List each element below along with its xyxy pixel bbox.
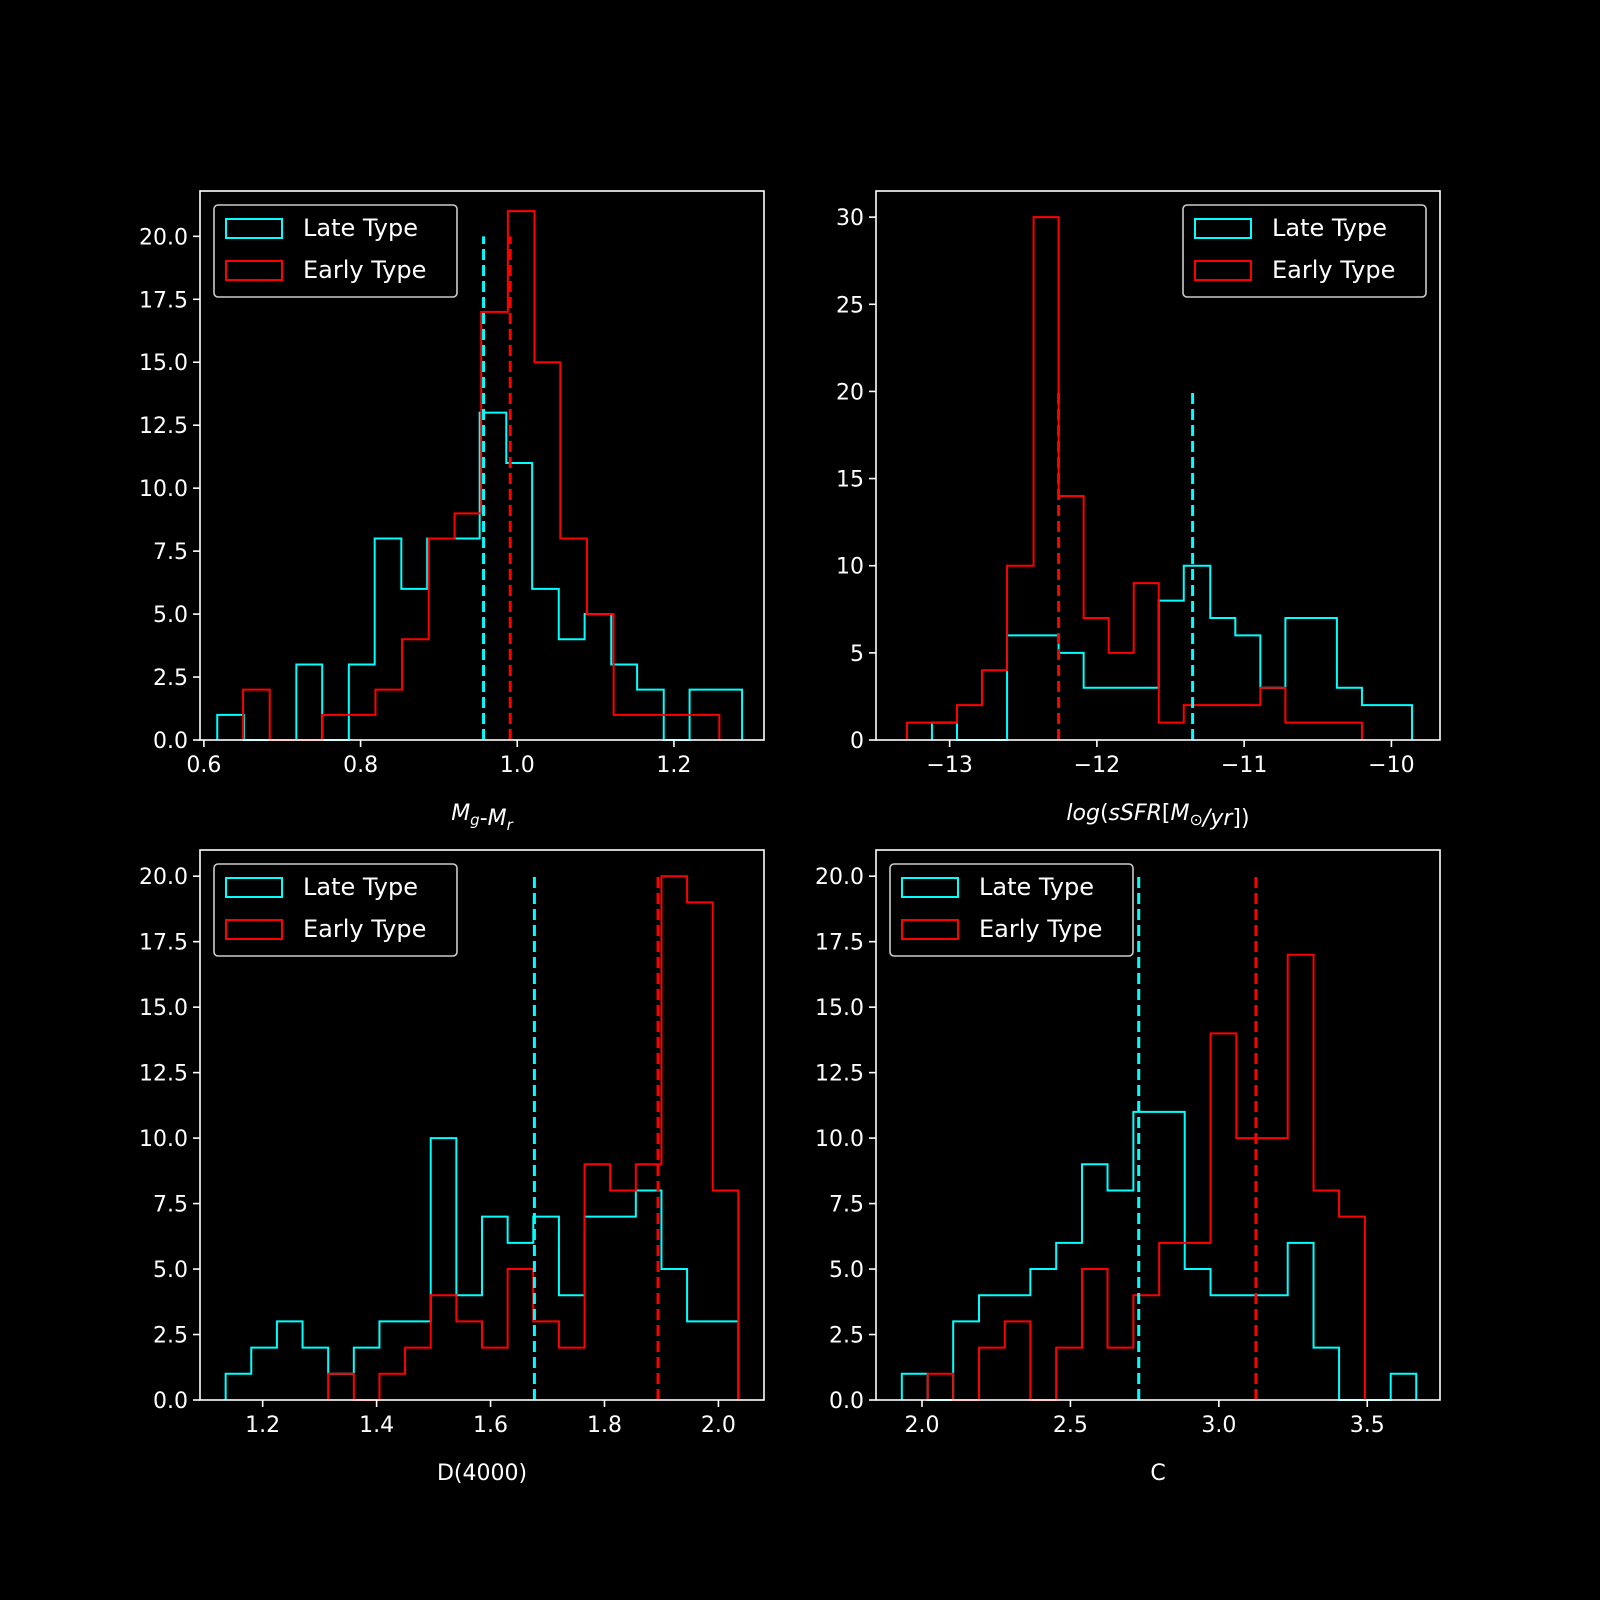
- legend-swatch-early-type: [1194, 260, 1252, 281]
- y-tick-label: 10.0: [139, 477, 188, 502]
- legend-swatch-late-type: [225, 877, 283, 898]
- y-tick-label: 20: [836, 380, 864, 405]
- legend-label-late-type: Late Type: [979, 873, 1094, 901]
- legend-frame: [1182, 204, 1427, 298]
- x-tick-label: 1.0: [500, 753, 535, 778]
- x-axis-label: D(4000): [437, 1461, 527, 1486]
- y-tick-label: 7.5: [829, 1193, 864, 1218]
- legend-frame: [213, 204, 458, 298]
- y-tick-label: 7.5: [153, 540, 188, 565]
- y-tick-label: 12.5: [139, 414, 188, 439]
- x-tick-label: 2.0: [905, 1413, 940, 1438]
- y-tick-label: 2.5: [153, 1324, 188, 1349]
- y-tick-label: 12.5: [139, 1062, 188, 1087]
- legend-label-early-type: Early Type: [1272, 256, 1395, 284]
- histogram-late-type: [216, 411, 744, 741]
- y-tick-label: 2.5: [829, 1324, 864, 1349]
- x-axis-label: log(sSFR[M⊙/yr]): [1066, 801, 1249, 831]
- y-tick-label: 0.0: [153, 1389, 188, 1414]
- x-axis-label: C: [1150, 1461, 1165, 1486]
- legend-swatch-late-type: [1194, 218, 1252, 239]
- y-tick-label: 10.0: [815, 1127, 864, 1152]
- legend-label-late-type: Late Type: [1272, 214, 1387, 242]
- legend: Late Type Early Type: [889, 863, 1134, 957]
- legend: Late Type Early Type: [1182, 204, 1427, 298]
- histogram-late-type: [900, 1110, 1418, 1401]
- x-axis-label: Mg-Mr: [451, 801, 513, 834]
- y-tick-label: 15.0: [815, 996, 864, 1021]
- panel-concentration: 2.0 2.5 3.0 3.5 0.0 2.5 5.0 7.5 10.0 12.5 15.0 17.5…: [815, 849, 1441, 1486]
- y-tick-label: 17.5: [815, 931, 864, 956]
- y-tick-label: 5: [850, 642, 864, 667]
- y-tick-label: 7.5: [153, 1193, 188, 1218]
- legend-label-early-type: Early Type: [303, 256, 426, 284]
- histogram-early-type: [242, 210, 721, 741]
- legend-swatch-early-type: [901, 919, 959, 940]
- y-tick-label: 30: [836, 206, 864, 231]
- histogram-early-type: [905, 216, 1363, 740]
- axes-frame: [875, 849, 1441, 1401]
- axes-frame: [199, 849, 765, 1401]
- x-tick-label: 1.2: [656, 753, 691, 778]
- y-tick-label: 12.5: [815, 1062, 864, 1087]
- x-tick-label: −10: [1368, 753, 1414, 778]
- y-tick-label: 15.0: [139, 351, 188, 376]
- x-tick-label: −13: [926, 753, 972, 778]
- x-tick-label: 0.6: [186, 753, 221, 778]
- y-tick-label: 10.0: [139, 1127, 188, 1152]
- histogram-late-type: [224, 1137, 740, 1400]
- legend-swatch-early-type: [225, 260, 283, 281]
- y-tick-label: 20.0: [815, 865, 864, 890]
- y-tick-label: 10: [836, 555, 864, 580]
- legend-label-late-type: Late Type: [303, 214, 418, 242]
- legend-label-early-type: Early Type: [303, 915, 426, 943]
- y-tick-label: 0.0: [829, 1389, 864, 1414]
- panel-d4000: 1.2 1.4 1.6 1.8 2.0 0.0 2.5 5.0 7.5 10.0 12.5 15.0 1…: [139, 849, 765, 1486]
- y-tick-label: 2.5: [153, 666, 188, 691]
- x-tick-label: 3.5: [1350, 1413, 1385, 1438]
- x-tick-label: 1.8: [587, 1413, 622, 1438]
- y-tick-label: 20.0: [139, 225, 188, 250]
- y-tick-label: 0: [850, 729, 864, 754]
- legend-label-late-type: Late Type: [303, 873, 418, 901]
- y-tick-label: 15.0: [139, 996, 188, 1021]
- legend: Late Type Early Type: [213, 204, 458, 298]
- y-tick-label: 20.0: [139, 865, 188, 890]
- y-tick-label: 15: [836, 468, 864, 493]
- y-tick-label: 17.5: [139, 931, 188, 956]
- y-tick-label: 17.5: [139, 288, 188, 313]
- x-tick-label: −11: [1221, 753, 1267, 778]
- y-tick-label: 25: [836, 293, 864, 318]
- legend-swatch-late-type: [901, 877, 959, 898]
- y-tick-label: 5.0: [153, 603, 188, 628]
- x-tick-label: 1.2: [245, 1413, 280, 1438]
- legend-frame: [213, 863, 458, 957]
- panel-color: 0.6 0.8 1.0 1.2 0.0 2.5 5.0 7.5 10.0 12.5 15.0 17.5…: [139, 190, 765, 834]
- x-tick-label: 2.5: [1053, 1413, 1088, 1438]
- legend-swatch-late-type: [225, 218, 283, 239]
- x-tick-label: 2.0: [701, 1413, 736, 1438]
- y-tick-label: 5.0: [153, 1258, 188, 1283]
- axes-frame: [199, 190, 765, 741]
- legend-swatch-early-type: [225, 919, 283, 940]
- x-tick-label: −12: [1074, 753, 1120, 778]
- legend: Late Type Early Type: [213, 863, 458, 957]
- x-tick-label: 3.0: [1201, 1413, 1236, 1438]
- axes-frame: [875, 190, 1441, 741]
- y-tick-label: 0.0: [153, 729, 188, 754]
- histogram-late-type: [930, 564, 1414, 741]
- x-tick-label: 0.8: [343, 753, 378, 778]
- panel-ssfr: −13 −12 −11 −10 0 5 10 15 20 25 30 log(sSFR[M⊙/yr])…: [836, 190, 1441, 831]
- x-tick-label: 1.4: [359, 1413, 394, 1438]
- legend-frame: [889, 863, 1134, 957]
- x-tick-label: 1.6: [473, 1413, 508, 1438]
- legend-label-early-type: Early Type: [979, 915, 1102, 943]
- y-tick-label: 5.0: [829, 1258, 864, 1283]
- histogram-early-type: [926, 953, 1366, 1401]
